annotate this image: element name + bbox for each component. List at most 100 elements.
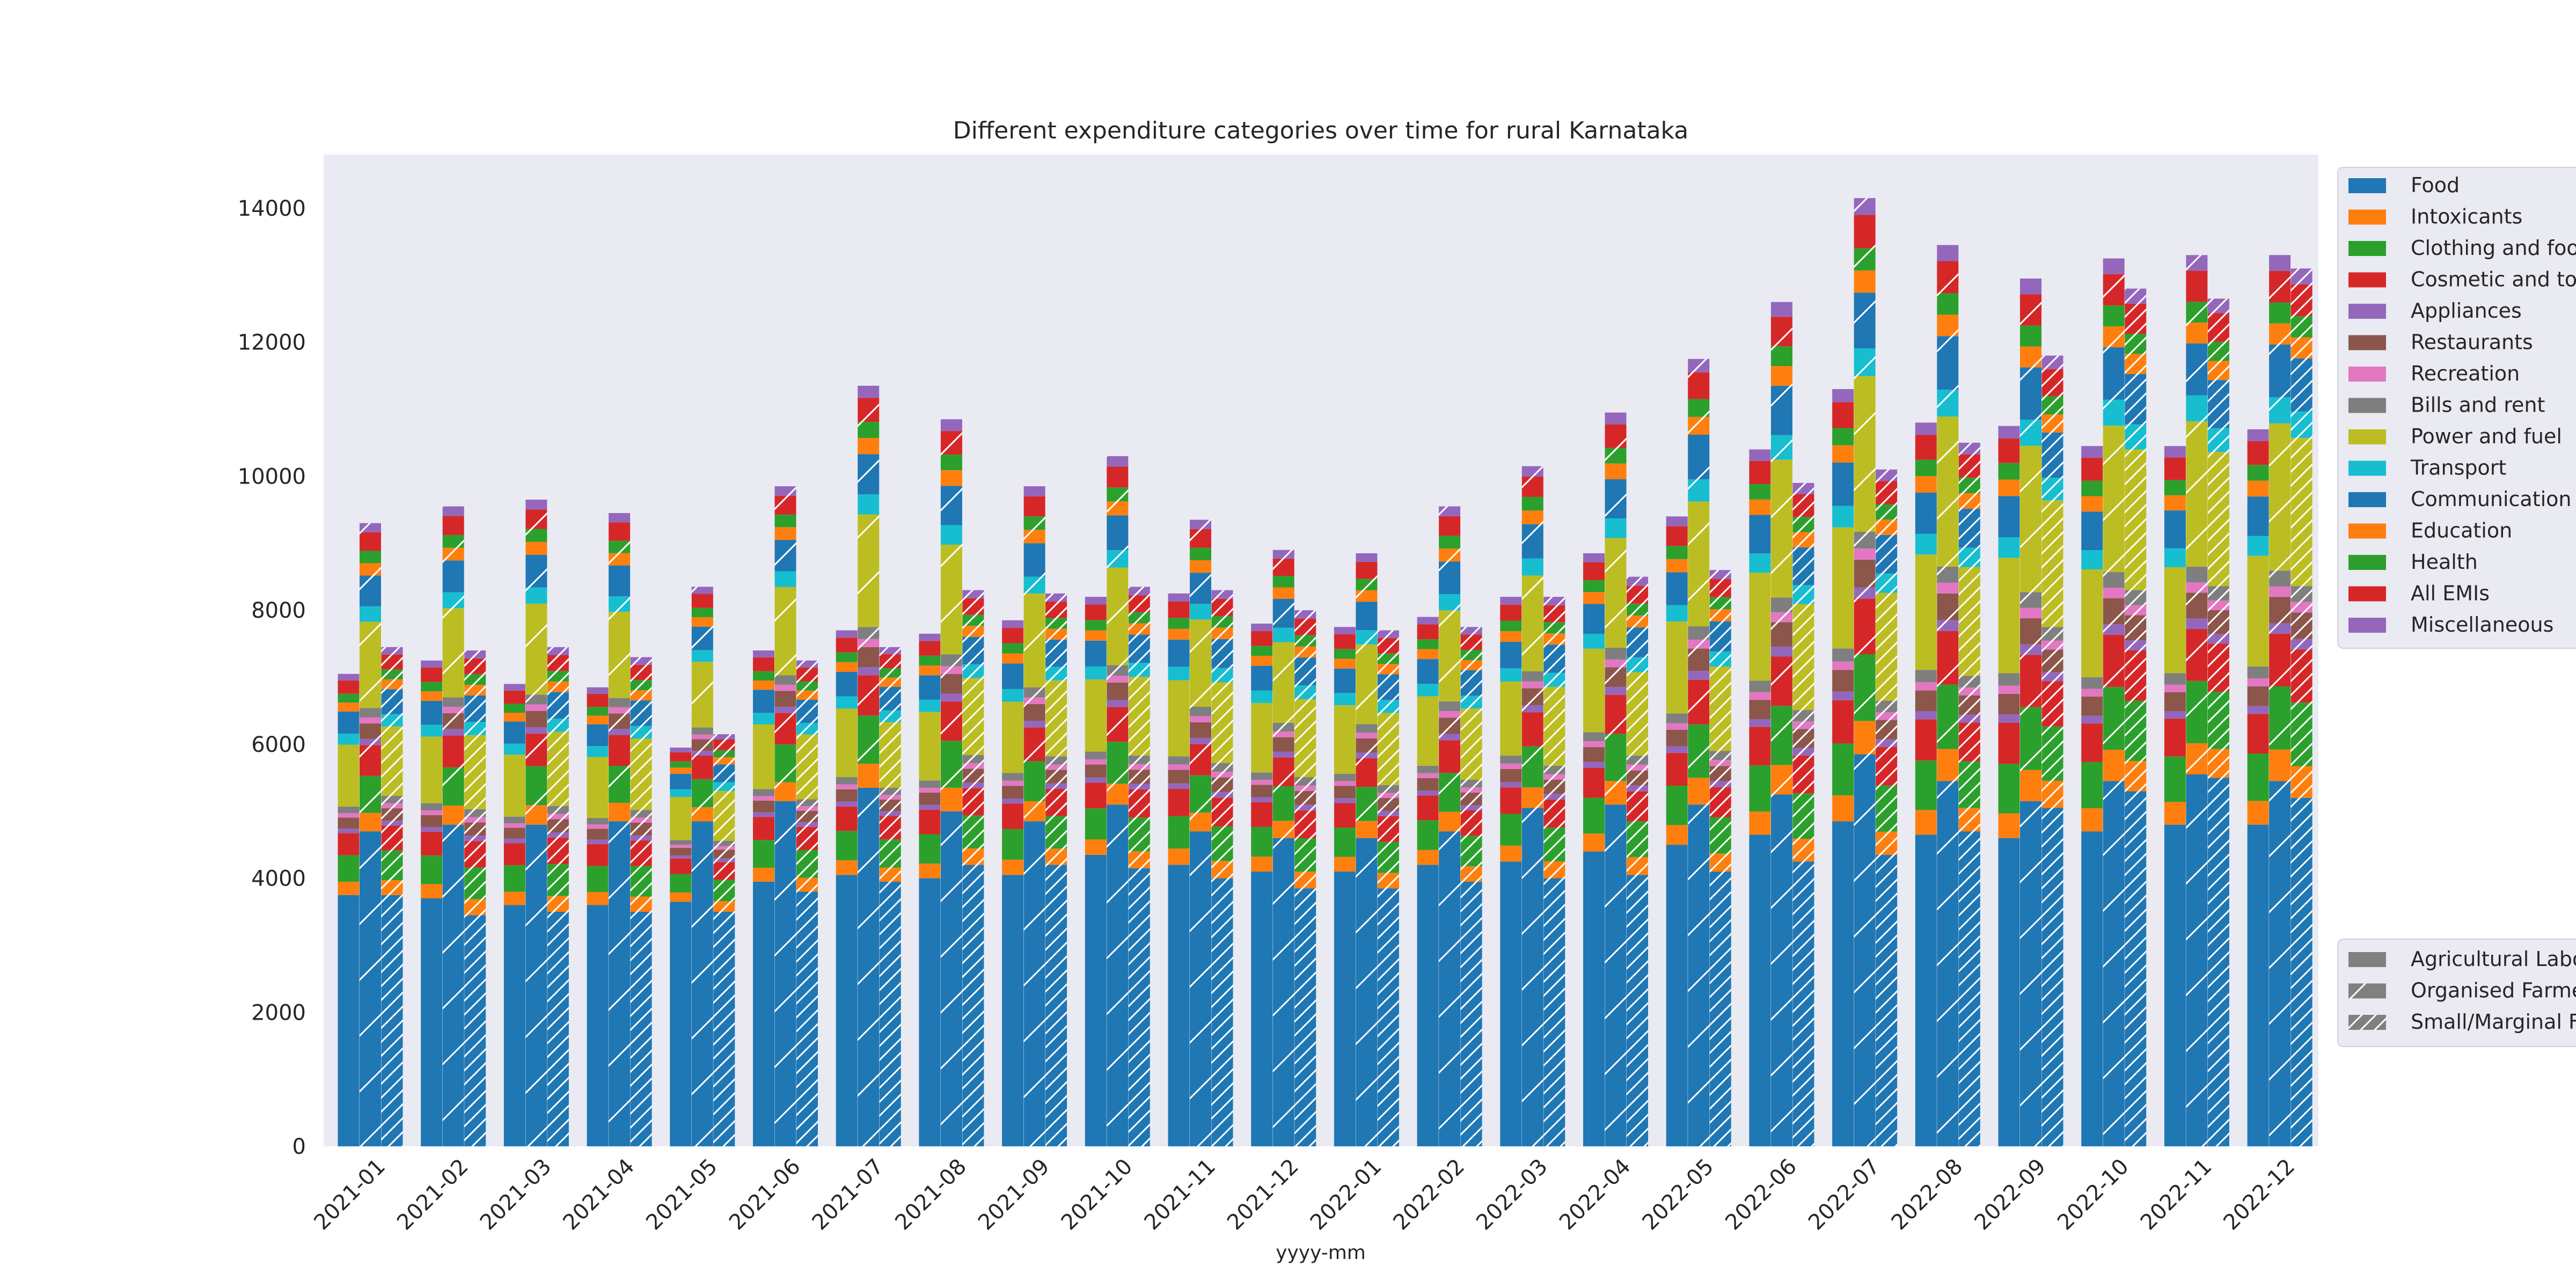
bar-hatch-overlay [691,594,713,608]
bar-hatch-overlay [1294,777,1316,786]
bar-hatch-overlay [1045,764,1067,770]
x-tick-label: 2021-11 [1139,1154,1220,1235]
bar-hatch-overlay [1937,245,1959,261]
bar-segment-miscellaneous-2022-02 [1417,617,1439,625]
bar-segment-appliances-2021-02 [421,827,443,832]
bar-hatch-overlay [1128,817,1150,852]
bar-segment-appliances-2021-05 [670,855,692,859]
bar-hatch-overlay [1190,737,1211,744]
bar-hatch-overlay [940,674,962,694]
bar-hatch-overlay [1605,518,1627,538]
bar-hatch-overlay [1627,603,1648,616]
bar-segment-food-2022-09 [1998,838,2020,1146]
bar-hatch-overlay [940,525,962,545]
bar-segment-transport-2021-11 [1168,667,1190,680]
bar-hatch-overlay [1294,838,1316,872]
bar-hatch-overlay [1294,872,1316,889]
bar-hatch-overlay [630,657,652,665]
bar-hatch-overlay [1023,721,1045,728]
bar-hatch-overlay [2020,707,2041,770]
bar-hatch-overlay [381,647,403,655]
bar-segment-cosmetic-and-toiletries-2021-10 [1085,782,1107,809]
bar-hatch-overlay [1543,799,1565,828]
bar-hatch-overlay [2020,279,2041,295]
bar-hatch-overlay [858,438,880,455]
bar-hatch-overlay [2207,634,2229,644]
bar-hatch-overlay [360,551,381,564]
bar-hatch-overlay [442,697,464,707]
bar-segment-food-2022-11 [2164,824,2186,1146]
bar-hatch-overlay [1792,748,1814,756]
bar-hatch-overlay [2186,774,2208,1146]
legend-entry: Recreation [2411,362,2520,385]
bar-hatch-overlay [1876,519,1898,535]
bar-segment-power-and-fuel-2022-07 [1832,527,1854,649]
bar-segment-recreation-2022-07 [1832,661,1854,670]
bar-segment-communication-and-info-2021-12 [1251,665,1273,691]
bar-segment-cosmetic-and-toiletries-2021-05 [670,858,692,874]
bar-hatch-overlay [1937,684,1959,749]
bar-hatch-overlay [1688,399,1710,417]
bar-segment-intoxicants-2021-01 [338,882,360,895]
bar-hatch-overlay [1958,761,1980,808]
x-tick-label: 2022-10 [2053,1154,2134,1235]
bar-hatch-overlay [1211,777,1233,792]
bar-hatch-overlay [1045,618,1067,629]
bar-segment-health-2021-09 [1002,643,1024,654]
bar-hatch-overlay [1521,476,1543,497]
bar-hatch-overlay [442,729,464,736]
bar-segment-power-and-fuel-2022-05 [1666,621,1688,714]
bar-hatch-overlay [1958,478,1980,494]
bar-hatch-overlay [1937,582,1959,594]
bar-segment-cosmetic-and-toiletries-2021-01 [338,833,360,855]
bar-hatch-overlay [442,506,464,516]
bar-hatch-overlay [1521,712,1543,747]
bar-hatch-overlay [360,745,381,776]
bar-hatch-overlay [1272,838,1294,1146]
x-axis: 2021-01 2021-02 2021-03 2021-04 2021-05 2021-… [309,1154,2300,1235]
bar-hatch-overlay [525,500,547,510]
bar-hatch-overlay [442,560,464,592]
bar-segment-clothing-and-footwear-2022-12 [2247,753,2269,801]
bar-segment-bills-and-rent-2022-12 [2247,666,2269,679]
bar-hatch-overlay [2125,303,2147,334]
bar-hatch-overlay [2020,367,2041,420]
bar-hatch-overlay [1272,598,1294,628]
bar-segment-recreation-2021-07 [836,784,858,789]
bar-hatch-overlay [525,555,547,588]
bar-hatch-overlay [1937,293,1959,315]
bar-segment-cosmetic-and-toiletries-2021-03 [503,843,525,866]
bar-segment-power-and-fuel-2021-04 [587,757,609,818]
bar-segment-recreation-2022-05 [1666,723,1688,730]
bar-hatch-overlay [1521,671,1543,682]
bar-segment-health-2021-05 [670,761,692,768]
bar-hatch-overlay [1211,682,1233,763]
bar-hatch-overlay [1709,766,1731,781]
bar-hatch-overlay [1770,765,1792,795]
bar-segment-education-2022-11 [2164,495,2186,511]
bar-hatch-overlay [1023,516,1045,530]
bar-hatch-overlay [879,881,901,1146]
bar-hatch-overlay [2103,572,2125,588]
legend-categories-frame [2337,167,2576,649]
bar-hatch-overlay [2041,681,2063,727]
bar-hatch-overlay [1792,532,1814,547]
bar-hatch-overlay [1854,270,1876,293]
bar-hatch-overlay [1854,721,1876,755]
bar-hatch-overlay [360,708,381,718]
bar-hatch-overlay [464,685,486,696]
bar-segment-bills-and-rent-2021-12 [1251,772,1273,780]
bar-hatch-overlay [360,813,381,832]
bar-hatch-overlay [858,514,880,627]
bar-segment-all-emis-2021-09 [1002,628,1024,643]
bar-segment-power-and-fuel-2021-01 [338,744,360,807]
bar-segment-miscellaneous-2022-12 [2247,429,2269,442]
bar-segment-clothing-and-footwear-2022-03 [1500,814,1522,846]
bar-hatch-overlay [2020,608,2041,619]
bar-hatch-overlay [1792,721,1814,729]
bar-segment-restaurants-2022-10 [2081,696,2103,716]
bar-hatch-overlay [1543,672,1565,687]
bar-segment-transport-2022-01 [1334,693,1356,706]
bar-hatch-overlay [1023,821,1045,1146]
bar-hatch-overlay [1854,292,1876,348]
